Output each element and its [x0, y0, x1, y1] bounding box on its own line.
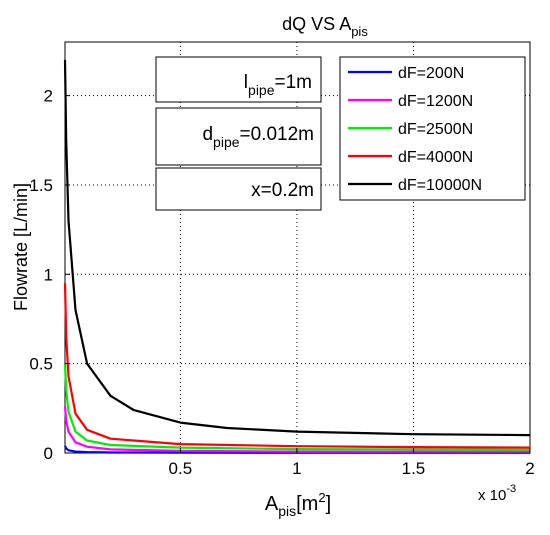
legend: dF=200N dF=1200N dF=2500N dF=4000N dF=10000N — [339, 56, 526, 201]
x-axis-multiplier-exp: -3 — [506, 483, 516, 495]
annotation-pipe-length: lpipe=1m — [155, 56, 322, 103]
x-tick-label: 1.5 — [402, 459, 426, 478]
x-axis-label-main: A — [265, 493, 279, 515]
y-tick-label: 0.5 — [29, 355, 53, 374]
x-tick-label: 1 — [292, 459, 301, 478]
legend-label: dF=2500N — [398, 121, 473, 138]
series-line-df-10000n — [63, 59, 531, 437]
y-tick-label: 0 — [44, 444, 53, 463]
legend-label: dF=1200N — [398, 93, 473, 110]
series-line-df-4000n — [63, 283, 531, 449]
legend-label: dF=10000N — [398, 177, 482, 194]
x-axis-label-sub: pis — [278, 503, 296, 519]
y-tick-label: 2 — [44, 87, 53, 106]
legend-label: dF=4000N — [398, 149, 473, 166]
y-axis-label: Flowrate [L/min] — [11, 183, 31, 311]
x-axis-multiplier-base: x 10 — [478, 487, 506, 504]
x-tick-label: 0.5 — [169, 459, 193, 478]
axis-ticks: 0.5 1 1.5 2 0 0.5 1 1.5 2 — [29, 87, 534, 478]
y-tick-label: 1 — [44, 265, 53, 284]
svg-text:dpipe=0.012m: dpipe=0.012m — [202, 124, 314, 150]
series-lines — [63, 59, 531, 454]
series-line-df-200n — [64, 445, 530, 454]
series-line-df-2500n — [63, 363, 531, 451]
chart-title: dQ VS Apis — [282, 14, 368, 39]
x-axis-multiplier: x 10-3 — [478, 483, 516, 504]
chart-title-sub: pis — [351, 24, 368, 39]
annotation-pipe-diameter: dpipe=0.012m — [155, 107, 322, 166]
chart-title-main: dQ VS A — [282, 14, 351, 34]
annotation-stroke: x=0.2m — [155, 167, 322, 211]
x-tick-label: 2 — [525, 459, 534, 478]
svg-text:x=0.2m: x=0.2m — [251, 180, 314, 201]
x-axis-label-unit-sup: 2 — [318, 490, 325, 505]
x-axis-label: Apis[m2] — [265, 490, 331, 519]
x-axis-label-unit: [m — [296, 493, 318, 515]
svg-text:lpipe=1m: lpipe=1m — [244, 72, 312, 98]
y-tick-label: 1.5 — [29, 176, 53, 195]
series-line-df-1200n — [63, 406, 530, 453]
x-axis-label-unit-end: ] — [326, 493, 332, 515]
legend-label: dF=200N — [398, 65, 464, 82]
